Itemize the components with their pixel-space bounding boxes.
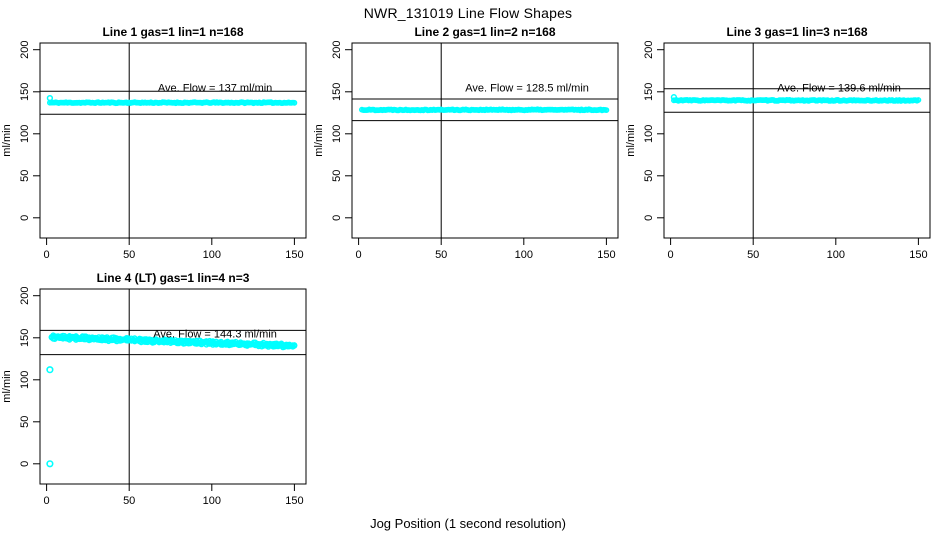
y-tick-label: 50 <box>331 170 343 182</box>
x-tick-label: 150 <box>597 249 615 261</box>
data-point <box>603 107 610 114</box>
x-tick-label: 50 <box>747 249 759 261</box>
plot-border <box>663 42 931 239</box>
x-tick-label: 0 <box>668 249 674 261</box>
y-axis-label: ml/min <box>1 124 13 156</box>
panel-title: Line 4 (LT) gas=1 lin=4 n=3 <box>97 271 250 285</box>
outlier-point <box>46 366 54 374</box>
panel-line-4: Line 4 (LT) gas=1 lin=4 n=3 0 50 100 150 0 50 1… <box>0 270 312 516</box>
y-tick-label: 100 <box>19 371 31 389</box>
y-tick-label: 100 <box>19 125 31 143</box>
y-axis-label: ml/min <box>625 124 637 156</box>
y-axis-label: ml/min <box>1 370 13 402</box>
x-tick-label: 100 <box>827 249 845 261</box>
y-tick-label: 200 <box>19 287 31 305</box>
ave-flow-annotation: Ave. Flow = 128.5 ml/min <box>465 83 589 95</box>
x-tick-label: 0 <box>44 249 50 261</box>
y-axis-label: ml/min <box>313 124 325 156</box>
x-tick-label: 50 <box>123 495 135 507</box>
plot-border <box>39 288 307 485</box>
panel-title: Line 2 gas=1 lin=2 n=168 <box>414 25 555 39</box>
panel-line-4-plot: Line 4 (LT) gas=1 lin=4 n=3 0 50 100 150 0 50 1… <box>1 271 307 507</box>
x-tick-label: 100 <box>203 495 221 507</box>
panel-line-1-plot: Line 1 gas=1 lin=1 n=168 0 50 100 150 0 50 100 1… <box>1 25 307 261</box>
x-tick-label: 150 <box>285 249 303 261</box>
panel-line-2: Line 2 gas=1 lin=2 n=168 0 50 100 150 0 50 100 1… <box>312 24 624 270</box>
y-tick-label: 150 <box>331 83 343 101</box>
panel-line-2-plot: Line 2 gas=1 lin=2 n=168 0 50 100 150 0 50 100 1… <box>313 25 619 261</box>
panel-title: Line 1 gas=1 lin=1 n=168 <box>102 25 243 39</box>
y-tick-label: 200 <box>643 41 655 59</box>
y-tick-label: 0 <box>331 215 343 221</box>
y-tick-label: 150 <box>19 83 31 101</box>
panel-line-1: Line 1 gas=1 lin=1 n=168 0 50 100 150 0 50 100 1… <box>0 24 312 270</box>
data-point <box>915 97 922 103</box>
y-tick-label: 0 <box>19 461 31 467</box>
panel-title: Line 3 gas=1 lin=3 n=168 <box>726 25 867 39</box>
ave-flow-annotation: Ave. Flow = 137 ml/min <box>158 83 272 95</box>
data-point <box>291 342 298 349</box>
panel-line-3-plot: Line 3 gas=1 lin=3 n=168 0 50 100 150 0 50 100 1… <box>625 25 931 261</box>
y-tick-label: 100 <box>643 125 655 143</box>
y-tick-label: 0 <box>19 215 31 221</box>
y-tick-label: 200 <box>331 41 343 59</box>
x-tick-label: 100 <box>203 249 221 261</box>
start-point <box>46 94 54 102</box>
plot-border <box>351 42 619 239</box>
figure-title: NWR_131019 Line Flow Shapes <box>363 5 573 21</box>
data-point <box>291 99 298 106</box>
ave-flow-annotation: Ave. Flow = 139.6 ml/min <box>777 83 901 95</box>
plot-border <box>39 42 307 239</box>
y-tick-label: 100 <box>331 125 343 143</box>
start-point <box>670 94 678 101</box>
x-tick-label: 150 <box>909 249 927 261</box>
x-tick-label: 50 <box>435 249 447 261</box>
x-tick-label: 0 <box>356 249 362 261</box>
ave-flow-annotation: Ave. Flow = 144.3 ml/min <box>153 329 277 341</box>
x-tick-label: 100 <box>515 249 533 261</box>
x-tick-label: 150 <box>285 495 303 507</box>
y-tick-label: 0 <box>643 215 655 221</box>
y-tick-label: 200 <box>19 41 31 59</box>
y-tick-label: 50 <box>19 170 31 182</box>
figure-xlabel: Jog Position (1 second resolution) <box>370 516 566 531</box>
outlier-point <box>46 460 54 468</box>
x-tick-label: 0 <box>44 495 50 507</box>
y-tick-label: 150 <box>643 83 655 101</box>
y-tick-label: 50 <box>643 170 655 182</box>
y-tick-label: 50 <box>19 416 31 428</box>
y-tick-label: 150 <box>19 329 31 347</box>
panel-line-3: Line 3 gas=1 lin=3 n=168 0 50 100 150 0 50 100 1… <box>624 24 936 270</box>
x-tick-label: 50 <box>123 249 135 261</box>
